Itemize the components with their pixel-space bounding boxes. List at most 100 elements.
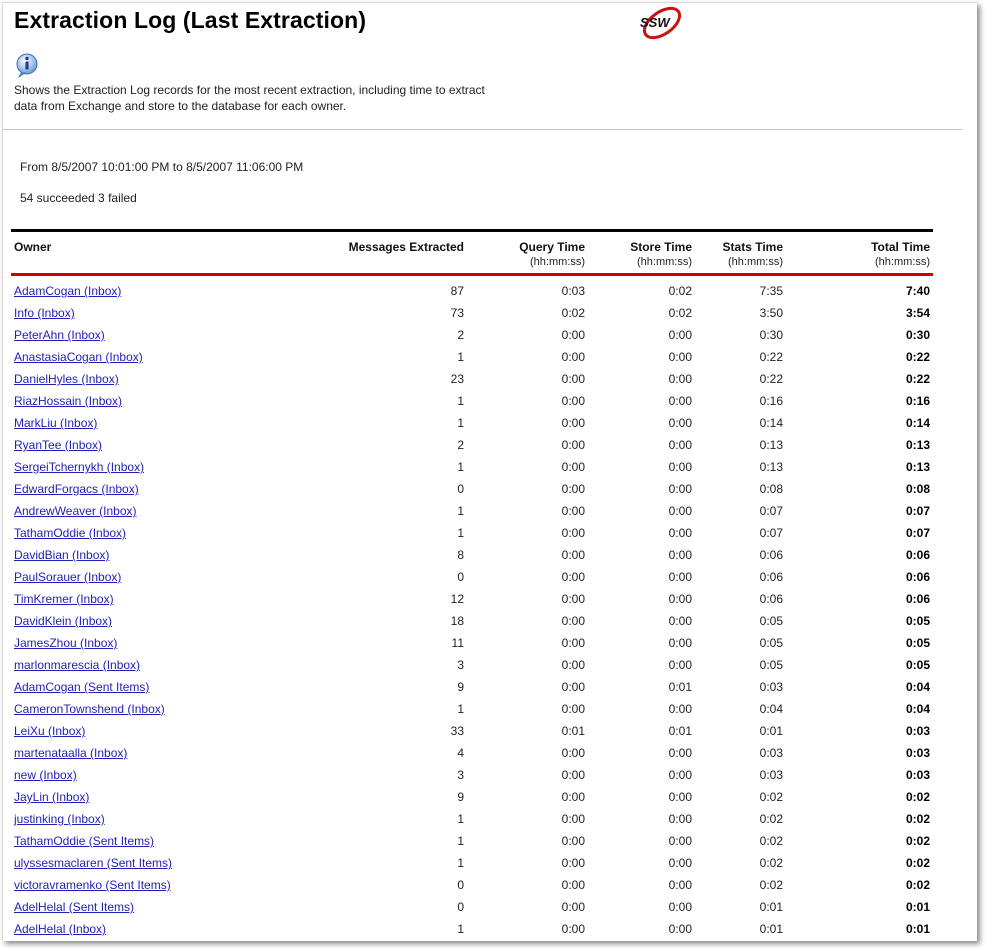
messages-cell: 87 bbox=[450, 284, 464, 298]
owner-cell: AdamCogan (Sent Items) bbox=[11, 676, 244, 698]
owner-link[interactable]: marlonmarescia (Inbox) bbox=[14, 658, 141, 672]
total-cell: 0:05 bbox=[905, 658, 930, 672]
table-row: TathamOddie (Sent Items) 1 0:00 0:00 0:02 0:0… bbox=[11, 830, 933, 852]
owner-link[interactable]: AdelHelal (Sent Items) bbox=[14, 900, 135, 914]
stats-cell: 0:05 bbox=[759, 636, 783, 650]
query-cell: 0:00 bbox=[561, 900, 585, 914]
report-frame: Extraction Log (Last Extraction) SSW Sho… bbox=[2, 2, 977, 941]
owner-cell: PaulSorauer (Inbox) bbox=[11, 566, 244, 588]
owner-link[interactable]: CameronTownshend (Inbox) bbox=[14, 702, 165, 716]
query-cell: 0:00 bbox=[561, 460, 585, 474]
stats-cell: 0:01 bbox=[759, 724, 783, 738]
messages-cell: 1 bbox=[457, 460, 464, 474]
owner-cell: DavidBian (Inbox) bbox=[11, 544, 244, 566]
table-row: CameronTownshend (Inbox) 1 0:00 0:00 0:04 0:0… bbox=[11, 698, 933, 720]
total-cell: 0:07 bbox=[905, 504, 930, 518]
store-cell: 0:00 bbox=[668, 548, 692, 562]
query-cell: 0:00 bbox=[561, 504, 585, 518]
total-cell: 7:40 bbox=[905, 284, 930, 298]
owner-link[interactable]: LeiXu (Inbox) bbox=[14, 724, 86, 738]
query-cell: 0:00 bbox=[561, 702, 585, 716]
query-cell: 0:00 bbox=[561, 482, 585, 496]
query-time-unit: (hh:mm:ss) bbox=[467, 254, 588, 276]
query-cell: 0:02 bbox=[561, 306, 585, 320]
stats-time-header: Stats Time bbox=[695, 229, 786, 254]
stats-cell: 7:35 bbox=[759, 284, 783, 298]
owner-cell: CameronTownshend (Inbox) bbox=[11, 698, 244, 720]
total-cell: 0:02 bbox=[905, 878, 930, 892]
owner-link[interactable]: justinking (Inbox) bbox=[14, 812, 105, 826]
store-cell: 0:00 bbox=[668, 570, 692, 584]
owner-unit bbox=[11, 254, 244, 276]
total-cell: 0:06 bbox=[905, 548, 930, 562]
stats-cell: 0:30 bbox=[759, 328, 783, 342]
owner-link[interactable]: martenataalla (Inbox) bbox=[14, 746, 128, 760]
owner-link[interactable]: ulyssesmaclaren (Sent Items) bbox=[14, 856, 173, 870]
total-cell: 0:06 bbox=[905, 570, 930, 584]
owner-link[interactable]: AdelHelal (Inbox) bbox=[14, 922, 107, 936]
owner-link[interactable]: PeterAhn (Inbox) bbox=[14, 328, 105, 342]
stats-cell: 0:03 bbox=[759, 680, 783, 694]
messages-cell: 0 bbox=[457, 900, 464, 914]
store-cell: 0:00 bbox=[668, 702, 692, 716]
messages-unit bbox=[244, 254, 467, 276]
owner-link[interactable]: AdamCogan (Inbox) bbox=[14, 284, 122, 298]
owner-link[interactable]: new (Inbox) bbox=[14, 768, 77, 782]
owner-cell: LeiXu (Inbox) bbox=[11, 720, 244, 742]
owner-link[interactable]: TathamOddie (Sent Items) bbox=[14, 834, 155, 848]
store-cell: 0:00 bbox=[668, 592, 692, 606]
messages-cell: 1 bbox=[457, 834, 464, 848]
query-cell: 0:00 bbox=[561, 548, 585, 562]
owner-link[interactable]: JamesZhou (Inbox) bbox=[14, 636, 118, 650]
owner-link[interactable]: DavidKlein (Inbox) bbox=[14, 614, 113, 628]
owner-link[interactable]: MarkLiu (Inbox) bbox=[14, 416, 98, 430]
query-time-header: Query Time bbox=[467, 229, 588, 254]
store-cell: 0:00 bbox=[668, 922, 692, 936]
messages-header: Messages Extracted bbox=[244, 229, 467, 254]
owner-cell: AndrewWeaver (Inbox) bbox=[11, 500, 244, 522]
stats-cell: 0:08 bbox=[759, 482, 783, 496]
query-cell: 0:03 bbox=[561, 284, 585, 298]
owner-cell: PeterAhn (Inbox) bbox=[11, 324, 244, 346]
owner-link[interactable]: DavidBian (Inbox) bbox=[14, 548, 110, 562]
owner-cell: JamesZhou (Inbox) bbox=[11, 632, 244, 654]
stats-cell: 0:03 bbox=[759, 746, 783, 760]
query-cell: 0:00 bbox=[561, 372, 585, 386]
query-cell: 0:00 bbox=[561, 394, 585, 408]
owner-link[interactable]: RyanTee (Inbox) bbox=[14, 438, 103, 452]
owner-link[interactable]: victoravramenko (Sent Items) bbox=[14, 878, 171, 892]
query-cell: 0:00 bbox=[561, 570, 585, 584]
owner-link[interactable]: DanielHyles (Inbox) bbox=[14, 372, 119, 386]
owner-link[interactable]: TimKremer (Inbox) bbox=[14, 592, 114, 606]
store-cell: 0:00 bbox=[668, 504, 692, 518]
owner-link[interactable]: PaulSorauer (Inbox) bbox=[14, 570, 122, 584]
owner-link[interactable]: AnastasiaCogan (Inbox) bbox=[14, 350, 143, 364]
owner-cell: MarkLiu (Inbox) bbox=[11, 412, 244, 434]
store-cell: 0:00 bbox=[668, 746, 692, 760]
owner-link[interactable]: AndrewWeaver (Inbox) bbox=[14, 504, 137, 518]
total-cell: 0:03 bbox=[905, 724, 930, 738]
extraction-log-table: Owner Messages Extracted Query Time Stor… bbox=[11, 229, 933, 940]
store-cell: 0:00 bbox=[668, 350, 692, 364]
total-cell: 0:08 bbox=[905, 482, 930, 496]
messages-cell: 33 bbox=[450, 724, 464, 738]
store-cell: 0:00 bbox=[668, 900, 692, 914]
owner-cell: martenataalla (Inbox) bbox=[11, 742, 244, 764]
owner-link[interactable]: RiazHossain (Inbox) bbox=[14, 394, 123, 408]
messages-cell: 1 bbox=[457, 812, 464, 826]
owner-link[interactable]: SergeiTchernykh (Inbox) bbox=[14, 460, 145, 474]
owner-link[interactable]: EdwardForgacs (Inbox) bbox=[14, 482, 139, 496]
owner-link[interactable]: TathamOddie (Inbox) bbox=[14, 526, 127, 540]
messages-cell: 9 bbox=[457, 790, 464, 804]
store-cell: 0:00 bbox=[668, 768, 692, 782]
owner-link[interactable]: JayLin (Inbox) bbox=[14, 790, 90, 804]
query-cell: 0:00 bbox=[561, 922, 585, 936]
owner-link[interactable]: AdamCogan (Sent Items) bbox=[14, 680, 150, 694]
messages-cell: 18 bbox=[450, 614, 464, 628]
store-time-header: Store Time bbox=[588, 229, 695, 254]
query-cell: 0:00 bbox=[561, 834, 585, 848]
owner-link[interactable]: Info (Inbox) bbox=[14, 306, 75, 320]
stats-cell: 0:07 bbox=[759, 504, 783, 518]
page-title: Extraction Log (Last Extraction) bbox=[14, 7, 367, 33]
total-cell: 0:02 bbox=[905, 834, 930, 848]
